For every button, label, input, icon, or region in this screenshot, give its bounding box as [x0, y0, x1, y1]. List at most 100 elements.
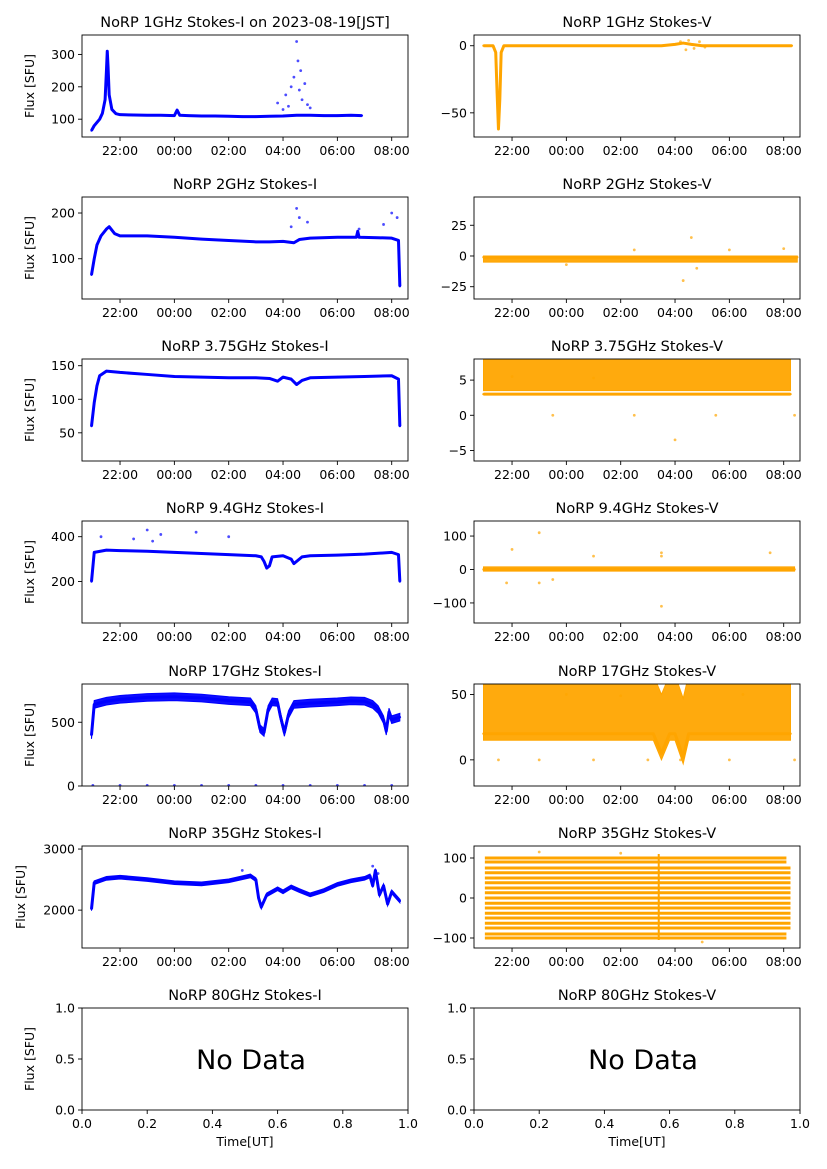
- y-tick-label: 0: [459, 408, 467, 423]
- panel-data: [90, 207, 402, 288]
- data-point: [336, 236, 339, 239]
- data-point: [660, 752, 663, 755]
- x-tick-label: 06:00: [319, 629, 355, 644]
- scatter-point: [300, 98, 304, 102]
- axes-frame: [473, 358, 801, 462]
- data-point: [93, 257, 96, 260]
- data-point: [265, 893, 268, 897]
- y-tick-label: 100: [51, 392, 75, 407]
- data-point: [254, 878, 258, 881]
- scatter-point: [782, 247, 786, 251]
- data-point: [283, 731, 286, 734]
- scatter-point: [537, 581, 541, 585]
- panel-title: NoRP 17GHz Stokes-I: [168, 664, 322, 680]
- panel-title: NoRP 3.75GHz Stokes-I: [161, 339, 328, 355]
- panel-title: NoRP 80GHz Stokes-V: [558, 988, 716, 1004]
- data-point: [146, 234, 149, 238]
- data-point: [249, 874, 252, 878]
- x-tick-label: 22:00: [102, 143, 138, 158]
- data-point: [349, 699, 353, 703]
- data-point: [200, 882, 203, 886]
- data-point: [336, 375, 339, 379]
- panel-data: [482, 359, 796, 442]
- data-point: [254, 240, 258, 244]
- scatter-point: [660, 604, 663, 608]
- x-tick-label: 22:00: [494, 467, 530, 482]
- scatter-point: [227, 535, 231, 539]
- scatter-point: [306, 220, 309, 224]
- data-point: [114, 112, 118, 115]
- scatter-point: [687, 38, 691, 42]
- data-point: [265, 566, 268, 570]
- scatter-point: [768, 551, 772, 555]
- scatter-point: [99, 535, 103, 539]
- y-tick-label: −25: [441, 279, 467, 294]
- panel-title: NoRP 3.75GHz Stokes-V: [551, 339, 723, 355]
- x-tick-label: 04:00: [265, 467, 301, 482]
- scatter-point: [118, 783, 122, 786]
- data-point: [349, 114, 353, 117]
- data-point: [336, 883, 339, 886]
- data-point: [213, 114, 217, 118]
- x-tick-label: 04:00: [657, 954, 693, 969]
- scatter-point: [619, 694, 623, 698]
- x-tick-label: 0.8: [333, 1116, 353, 1131]
- x-tick-label: 02:00: [211, 954, 247, 969]
- data-point: [363, 700, 366, 703]
- scatter-point: [537, 758, 541, 762]
- data-point: [90, 424, 93, 428]
- data-point: [482, 392, 485, 396]
- panel-13: 0.0 0.2 0.4 0.6 0.8 1.0 0.0 0.5 1.0 NoRP 80GHz St…: [22, 988, 418, 1149]
- data-point: [355, 236, 358, 239]
- data-point: [336, 114, 339, 117]
- x-tick-label: 0.2: [137, 1116, 157, 1131]
- data-point: [105, 877, 108, 880]
- data-point: [146, 114, 149, 117]
- data-point: [173, 114, 176, 117]
- data-point: [262, 560, 266, 563]
- data-point: [382, 884, 385, 887]
- data-point: [681, 756, 685, 759]
- data-point: [101, 112, 104, 115]
- data-point: [227, 239, 230, 242]
- x-tick-label: 08:00: [374, 467, 410, 482]
- y-tick-label: 200: [51, 206, 75, 221]
- data-point: [378, 893, 381, 897]
- y-tick-label: 200: [51, 574, 75, 589]
- x-tick-label: 02:00: [211, 143, 247, 158]
- scatter-point: [505, 581, 508, 585]
- data-point: [146, 373, 149, 376]
- data-point: [495, 91, 499, 94]
- panel-title: NoRP 80GHz Stokes-I: [168, 988, 322, 1004]
- data-point: [397, 377, 400, 381]
- series-line: [90, 369, 402, 427]
- x-tick-label: 08:00: [766, 143, 802, 158]
- data-point: [200, 237, 203, 241]
- data-point: [687, 732, 690, 735]
- data-point: [295, 383, 298, 386]
- data-point: [281, 114, 285, 118]
- data-point: [254, 376, 258, 379]
- data-point: [349, 879, 353, 883]
- x-tick-label: 02:00: [603, 467, 639, 482]
- scatter-point: [281, 108, 285, 111]
- data-point: [118, 698, 122, 701]
- data-point: [254, 115, 258, 118]
- scatter-point: [537, 850, 541, 854]
- scatter-point: [793, 758, 796, 762]
- x-tick-label: 06:00: [319, 954, 355, 969]
- scatter-point: [592, 376, 595, 380]
- data-point: [728, 44, 731, 47]
- data-point: [186, 114, 190, 117]
- data-point: [309, 376, 312, 379]
- y-tick-label: 100: [51, 112, 75, 127]
- data-point: [376, 236, 380, 239]
- y-tick-label: 50: [451, 687, 467, 702]
- data-point: [173, 881, 176, 884]
- scatter-point: [551, 578, 555, 581]
- panel-data: [482, 531, 796, 608]
- panel-title: NoRP 2GHz Stokes-I: [173, 177, 317, 193]
- data-point: [281, 375, 285, 379]
- y-tick-label: 0: [67, 779, 75, 794]
- y-axis-label: Flux [SFU]: [22, 216, 37, 280]
